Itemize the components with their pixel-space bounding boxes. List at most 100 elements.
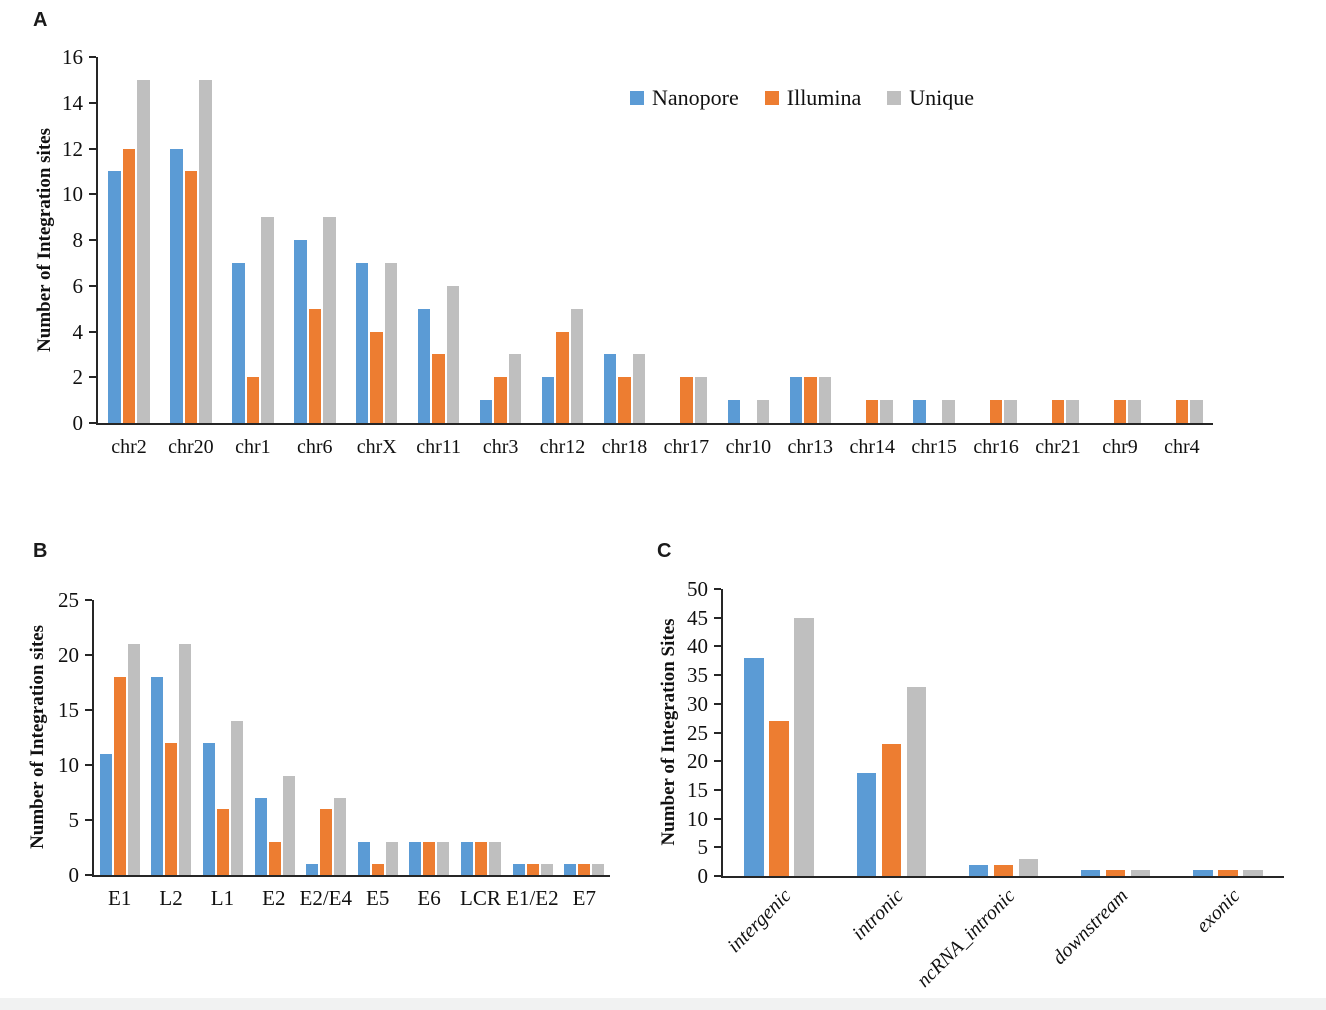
x-label-chr2: chr2 <box>111 436 147 458</box>
bar-group-E1 <box>94 644 146 875</box>
panel-a-y-tick-label-6: 6 <box>72 273 84 298</box>
bar-unique-chrX <box>384 262 398 423</box>
panel-a-y-tick-mark <box>89 147 96 150</box>
bar-nanopore-chrX <box>355 262 369 423</box>
bar-group-chr10 <box>717 400 779 423</box>
legend-label-nanopore: Nanopore <box>652 85 739 110</box>
bar-unique-E1/E2 <box>540 864 553 875</box>
bar-group-E2 <box>249 776 301 875</box>
bar-nanopore-E1 <box>99 754 112 875</box>
panel-a-y-tick-mark <box>89 239 96 241</box>
bar-illumina-LCR <box>474 842 487 875</box>
legend-item-illumina: Illumina <box>764 85 861 111</box>
bar-group-chr2 <box>98 79 160 423</box>
bar-illumina-chrX <box>370 331 383 423</box>
bar-illumina-exonic <box>1218 870 1238 876</box>
bar-unique-chr17 <box>694 377 708 423</box>
panel-c-y-tick-label-25: 25 <box>687 720 708 745</box>
bar-group-chr14 <box>841 400 903 423</box>
panel-c-y-tick-label-35: 35 <box>687 663 708 688</box>
x-label-chr4: chr4 <box>1164 436 1200 458</box>
bar-nanopore-E2/E4 <box>306 864 319 875</box>
bar-unique-chr20 <box>199 79 212 423</box>
x-label-chr11: chr11 <box>416 436 462 458</box>
screenshot-bottom-edge <box>0 998 1326 1010</box>
bar-illumina-E5 <box>371 864 384 875</box>
x-label-chrX: chrX <box>356 436 397 458</box>
x-label-chr13: chr13 <box>787 436 834 458</box>
panel-a-y-tick-mark <box>89 284 96 287</box>
bar-unique-chr10 <box>756 400 770 423</box>
bar-unique-chr1 <box>261 217 274 423</box>
panel-b-y-tick-label-25: 25 <box>58 588 79 612</box>
panel-a-y-tick-mark <box>89 330 96 333</box>
bar-illumina-chr12 <box>556 331 569 423</box>
panel-c-y-tick-label-10: 10 <box>687 806 708 831</box>
bar-unique-downstream <box>1130 870 1151 876</box>
bar-group-exonic <box>1172 870 1284 876</box>
bar-unique-ncRNA_intronic <box>1018 858 1039 876</box>
bar-illumina-chr9 <box>1113 400 1127 423</box>
x-label-chr15: chr15 <box>911 436 957 458</box>
x-label-L1: L1 <box>210 886 235 910</box>
bar-group-chr21 <box>1027 400 1089 423</box>
bar-nanopore-chr6 <box>294 240 307 423</box>
bar-illumina-chr3 <box>494 377 507 423</box>
bar-nanopore-chr15 <box>913 400 926 423</box>
bar-unique-E2/E4 <box>334 798 347 875</box>
bar-nanopore-E5 <box>357 842 370 875</box>
panel-b-y-tick-mark <box>85 764 92 766</box>
x-label-intronic: intronic <box>847 884 908 945</box>
bar-unique-E5 <box>385 842 398 875</box>
bar-unique-chr18 <box>632 354 646 423</box>
panel-c-y-tick-label-45: 45 <box>687 605 708 630</box>
legend-swatch-nanopore <box>630 91 644 105</box>
bar-illumina-ncRNA_intronic <box>993 864 1014 876</box>
x-label-E2/E4: E2/E4 <box>299 886 353 910</box>
bar-unique-L1 <box>230 721 243 875</box>
bar-nanopore-L1 <box>202 743 215 875</box>
bar-nanopore-chr10 <box>727 400 741 423</box>
bar-nanopore-E1/E2 <box>512 864 525 875</box>
bar-nanopore-chr20 <box>170 148 183 423</box>
panel-a-y-tick-mark <box>89 193 96 196</box>
bar-illumina-chr11 <box>432 354 445 423</box>
bar-group-chrX <box>346 262 408 423</box>
x-label-chr14: chr14 <box>849 436 895 458</box>
bar-nanopore-chr18 <box>603 354 617 423</box>
panel-c-y-tick-label-15: 15 <box>687 777 708 802</box>
bar-illumina-chr14 <box>865 400 879 423</box>
panel-c-y-tick-mark <box>714 645 721 648</box>
bar-group-L1 <box>197 721 249 875</box>
panel-c-y-tick-mark <box>714 616 721 619</box>
bar-group-chr3 <box>470 354 532 423</box>
bar-nanopore-downstream <box>1080 870 1101 876</box>
panel-a-y-tick-mark <box>89 376 96 379</box>
panel-c-y-tick-label-30: 30 <box>687 691 708 716</box>
x-label-ncRNA_intronic: ncRNA_intronic <box>912 884 1020 992</box>
panel-c-y-tick-label-40: 40 <box>687 634 708 659</box>
bar-nanopore-E7 <box>564 864 577 875</box>
x-label-chr3: chr3 <box>482 436 519 458</box>
bar-group-chr13 <box>779 377 841 423</box>
x-label-E7: E7 <box>572 886 596 910</box>
panel-b-y-tick-mark <box>85 819 92 821</box>
legend-swatch-unique <box>887 91 902 105</box>
x-label-downstream: downstream <box>1047 884 1132 969</box>
panel-b-y-tick-mark <box>85 599 92 601</box>
panel-a-y-tick-label-4: 4 <box>72 319 84 344</box>
panel-a-y-tick-label-12: 12 <box>62 136 83 161</box>
bar-nanopore-chr3 <box>479 400 493 423</box>
bar-illumina-E1 <box>113 677 126 875</box>
panel-c-x-axis-labels: intergenic intronic ncRNA_intronic downstre… <box>723 884 1284 1010</box>
bar-unique-intergenic <box>794 617 814 876</box>
bar-unique-L2 <box>179 644 192 875</box>
panel-a-x-axis-labels: chr2 chr20 chr1 chr6 chrX chr11 chr3 chr12 chr18… <box>98 435 1213 465</box>
x-label-chr12: chr12 <box>539 436 586 458</box>
panel-a-y-tick-label-14: 14 <box>62 90 83 115</box>
panel-b-y-tick-label-20: 20 <box>58 643 79 667</box>
bar-unique-chr14 <box>880 400 893 423</box>
panel-c-y-tick-mark <box>714 760 721 763</box>
panel-b-y-tick-label-5: 5 <box>68 808 80 832</box>
